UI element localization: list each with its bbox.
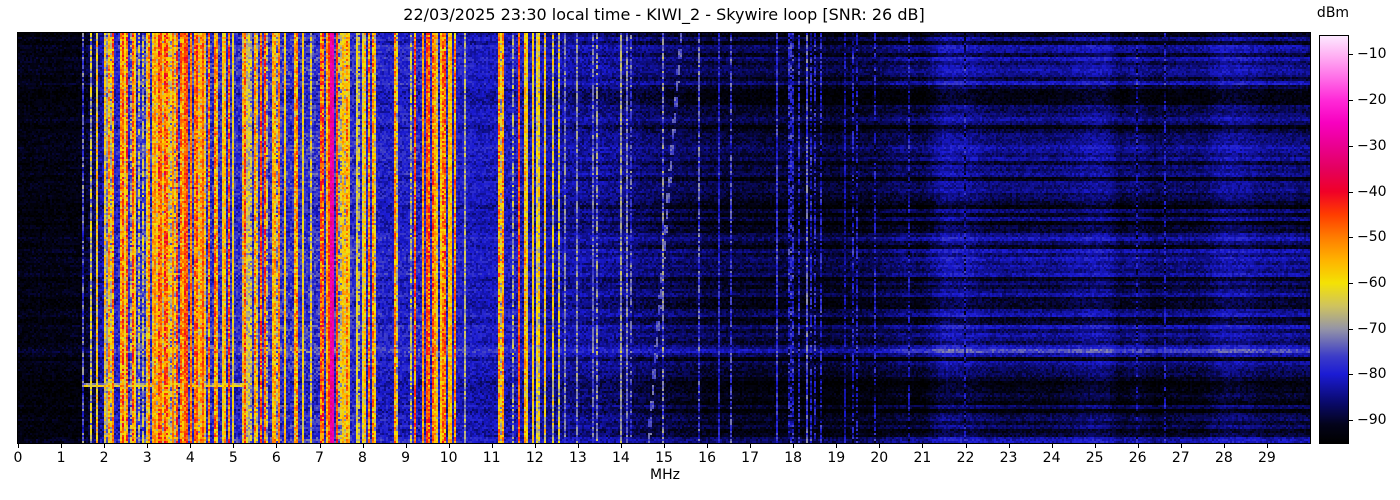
colorbar-unit-label: dBm <box>1316 5 1350 21</box>
x-tick-mark <box>620 444 622 448</box>
x-tick-label: 6 <box>271 450 281 466</box>
colorbar-tick-mark <box>1349 374 1353 376</box>
x-tick-label: 9 <box>401 450 411 466</box>
x-tick-mark <box>405 444 407 448</box>
x-tick-mark <box>1180 444 1182 448</box>
x-tick-label: 0 <box>13 450 23 466</box>
x-tick-label: 12 <box>525 450 544 466</box>
x-tick-mark <box>448 444 450 448</box>
colorbar-tick-mark <box>1349 191 1353 193</box>
x-tick-mark <box>922 444 924 448</box>
x-tick-mark <box>190 444 192 448</box>
x-tick-mark <box>750 444 752 448</box>
x-tick-label: 4 <box>185 450 195 466</box>
x-tick-label: 23 <box>999 450 1018 466</box>
plot-title: 22/03/2025 23:30 local time - KIWI_2 - S… <box>403 5 925 24</box>
colorbar-tick-mark <box>1349 100 1353 101</box>
x-tick-mark <box>362 444 364 448</box>
x-tick-mark <box>1137 444 1139 448</box>
x-axis-title: MHz <box>650 467 680 483</box>
colorbar <box>1319 35 1349 444</box>
spectrogram-canvas <box>18 33 1310 443</box>
colorbar-tick-label: −70 <box>1357 320 1387 337</box>
x-tick-mark <box>707 444 709 448</box>
colorbar-tick-label: −80 <box>1357 366 1387 383</box>
colorbar-tick-label: −20 <box>1357 92 1387 108</box>
x-tick-mark <box>61 444 63 448</box>
x-tick-label: 5 <box>228 450 238 466</box>
x-tick-mark <box>1223 444 1225 448</box>
colorbar-tick-mark <box>1349 237 1353 239</box>
colorbar-tick-mark <box>1349 420 1353 422</box>
x-tick-label: 18 <box>784 450 803 466</box>
colorbar-tick-label: −10 <box>1357 46 1387 63</box>
x-tick-mark <box>1008 444 1010 448</box>
x-tick-mark <box>1051 444 1053 448</box>
x-tick-mark <box>965 444 967 448</box>
x-tick-mark <box>319 444 321 448</box>
colorbar-tick-label: −30 <box>1357 137 1387 154</box>
x-tick-label: 17 <box>741 450 760 466</box>
colorbar-tick-mark <box>1349 54 1353 56</box>
x-tick-label: 7 <box>315 450 324 466</box>
colorbar-tick-mark <box>1349 282 1353 284</box>
plot-frame <box>17 32 1311 444</box>
x-tick-label: 1 <box>56 450 66 466</box>
x-tick-mark <box>1094 444 1096 448</box>
colorbar-tick-mark <box>1349 145 1353 147</box>
x-tick-label: 24 <box>1042 450 1061 466</box>
x-tick-label: 15 <box>655 450 673 466</box>
x-tick-mark <box>491 444 493 448</box>
colorbar-tick-label: −50 <box>1357 229 1387 246</box>
x-tick-mark <box>104 444 106 448</box>
colorbar-tick-label: −40 <box>1357 183 1387 200</box>
x-tick-mark <box>664 444 665 448</box>
x-tick-label: 20 <box>870 450 889 466</box>
x-tick-label: 13 <box>568 450 587 466</box>
x-tick-label: 27 <box>1171 450 1190 466</box>
x-tick-label: 10 <box>439 450 458 466</box>
x-tick-mark <box>276 444 278 448</box>
x-tick-mark <box>233 444 235 448</box>
x-tick-mark <box>836 444 838 448</box>
x-tick-label: 26 <box>1128 450 1147 466</box>
x-tick-label: 28 <box>1214 450 1233 466</box>
x-tick-mark <box>147 444 149 448</box>
x-tick-mark <box>1266 444 1268 448</box>
x-tick-label: 22 <box>956 450 975 466</box>
x-tick-mark <box>18 444 19 448</box>
colorbar-tick-label: −60 <box>1357 274 1387 291</box>
x-tick-mark <box>793 444 795 448</box>
x-tick-label: 14 <box>611 450 630 466</box>
x-tick-label: 16 <box>698 450 717 466</box>
x-tick-label: 3 <box>142 450 152 466</box>
x-tick-label: 2 <box>99 450 109 466</box>
x-tick-label: 19 <box>827 450 846 466</box>
x-tick-label: 8 <box>358 450 367 466</box>
x-tick-mark <box>577 444 579 448</box>
x-tick-mark <box>879 444 881 448</box>
x-tick-label: 21 <box>913 450 932 466</box>
x-tick-label: 29 <box>1257 450 1276 466</box>
colorbar-tick-label: −90 <box>1357 412 1387 429</box>
x-tick-label: 11 <box>482 450 501 466</box>
x-tick-label: 25 <box>1085 450 1104 466</box>
colorbar-tick-mark <box>1349 328 1353 330</box>
x-tick-mark <box>534 444 536 448</box>
